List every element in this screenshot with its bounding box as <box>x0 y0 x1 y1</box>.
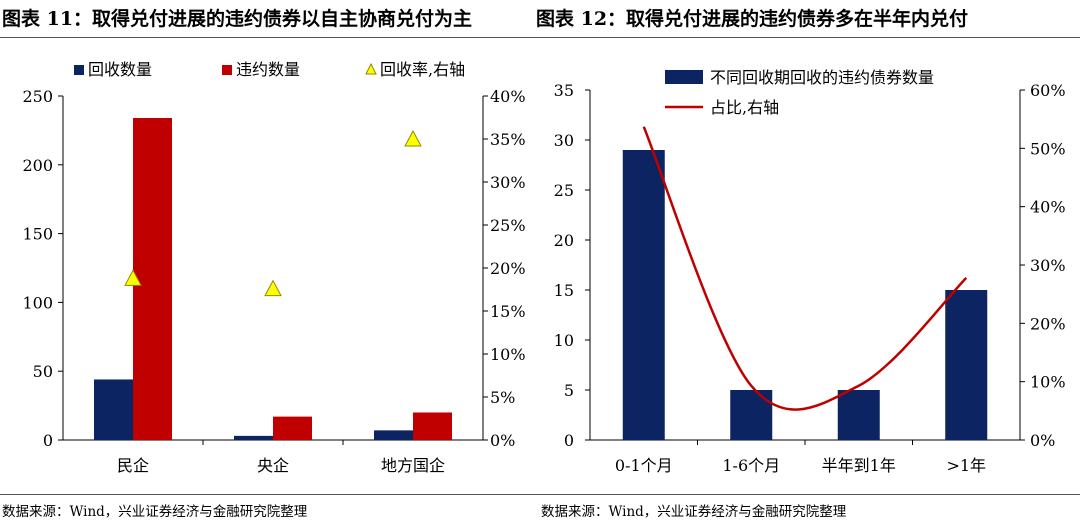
source-note-right: 数据来源：Wind，兴业证券经济与金融研究院整理 <box>541 504 847 520</box>
y2-tick-label: 15% <box>490 302 526 321</box>
title-divider <box>0 37 1080 38</box>
legend-label: 回收数量 <box>88 60 152 79</box>
source-note-left: 数据来源：Wind，兴业证券经济与金融研究院整理 <box>2 504 308 520</box>
y2-tick-label: 40% <box>1030 198 1066 217</box>
legend-label: 不同回收期回收的违约债券数量 <box>710 68 934 87</box>
y2-tick-label: 10% <box>490 345 526 364</box>
y-tick-label: 35 <box>554 81 574 100</box>
bar-defaulted <box>273 416 312 440</box>
bar-count <box>730 390 773 440</box>
x-tick-label: 1-6个月 <box>722 456 780 475</box>
y-tick-label: 25 <box>554 181 574 200</box>
y2-tick-label: 25% <box>490 216 526 235</box>
bar-recovered <box>234 435 273 440</box>
y2-tick-label: 20% <box>1030 314 1066 333</box>
legend-swatch-count <box>665 70 703 84</box>
recovery-rate-marker <box>124 269 142 286</box>
bar-recovered <box>94 379 133 440</box>
y-tick-label: 5 <box>564 381 574 400</box>
bar-defaulted <box>413 412 452 440</box>
y-tick-label: 20 <box>554 231 574 250</box>
bar-recovered <box>374 430 413 440</box>
legend-label: 违约数量 <box>236 60 300 79</box>
legend-swatch-rate <box>365 62 377 75</box>
y-tick-label: 0 <box>43 431 53 450</box>
y-tick-label: 50 <box>33 362 53 381</box>
share-line <box>642 126 968 411</box>
x-tick-label: 民企 <box>117 456 149 475</box>
recovery-rate-marker <box>404 129 422 147</box>
y2-tick-label: 20% <box>490 259 526 278</box>
legend-label: 回收率,右轴 <box>380 60 465 79</box>
chart-title-left: 图表 11：取得兑付进展的违约债券以自主协商兑付为主 <box>2 8 473 30</box>
bar-count <box>945 290 988 440</box>
y-tick-label: 100 <box>22 293 53 312</box>
legend-swatch-defaulted <box>222 65 232 75</box>
y2-tick-label: 10% <box>1030 373 1066 392</box>
y-tick-label: 0 <box>564 431 574 450</box>
y-tick-label: 10 <box>554 331 574 350</box>
x-tick-label: 央企 <box>257 456 289 475</box>
bar-defaulted <box>133 118 172 441</box>
y2-tick-label: 5% <box>490 388 515 407</box>
y2-tick-label: 35% <box>490 130 526 149</box>
x-tick-label: 地方国企 <box>381 456 445 475</box>
chart-title-right: 图表 12：取得兑付进展的违约债券多在半年内兑付 <box>536 8 969 30</box>
y2-tick-label: 30% <box>490 173 526 192</box>
x-tick-label: 0-1个月 <box>615 456 673 475</box>
chart-left: 0 50 100 150 200 250 0% 5% 10% 15% 20% 25% 30% 35% 40%… <box>22 60 526 475</box>
y-tick-label: 30 <box>554 131 574 150</box>
y-tick-label: 15 <box>554 281 574 300</box>
recovery-rate-marker <box>264 279 282 297</box>
y2-tick-label: 0% <box>1030 431 1055 450</box>
legend-swatch-recovered <box>74 65 84 75</box>
y2-tick-label: 50% <box>1030 139 1066 158</box>
source-divider <box>0 494 1080 495</box>
y2-tick-label: 40% <box>490 87 526 106</box>
y2-tick-label: 30% <box>1030 256 1066 275</box>
x-tick-label: >1年 <box>946 456 986 475</box>
chart-right: 0 5 10 15 20 25 30 35 0% 10% 20% 30% 40% 50% 60% 0-1个月 1… <box>554 68 1066 475</box>
y2-tick-label: 60% <box>1030 81 1066 100</box>
bar-count <box>622 150 665 440</box>
x-tick-label: 半年到1年 <box>822 456 896 475</box>
y-tick-label: 200 <box>22 156 53 175</box>
bar-count <box>837 390 880 440</box>
y2-tick-label: 0% <box>490 431 515 450</box>
y-tick-label: 250 <box>22 87 53 106</box>
legend-label: 占比,右轴 <box>710 98 779 117</box>
y-tick-label: 150 <box>22 225 53 244</box>
